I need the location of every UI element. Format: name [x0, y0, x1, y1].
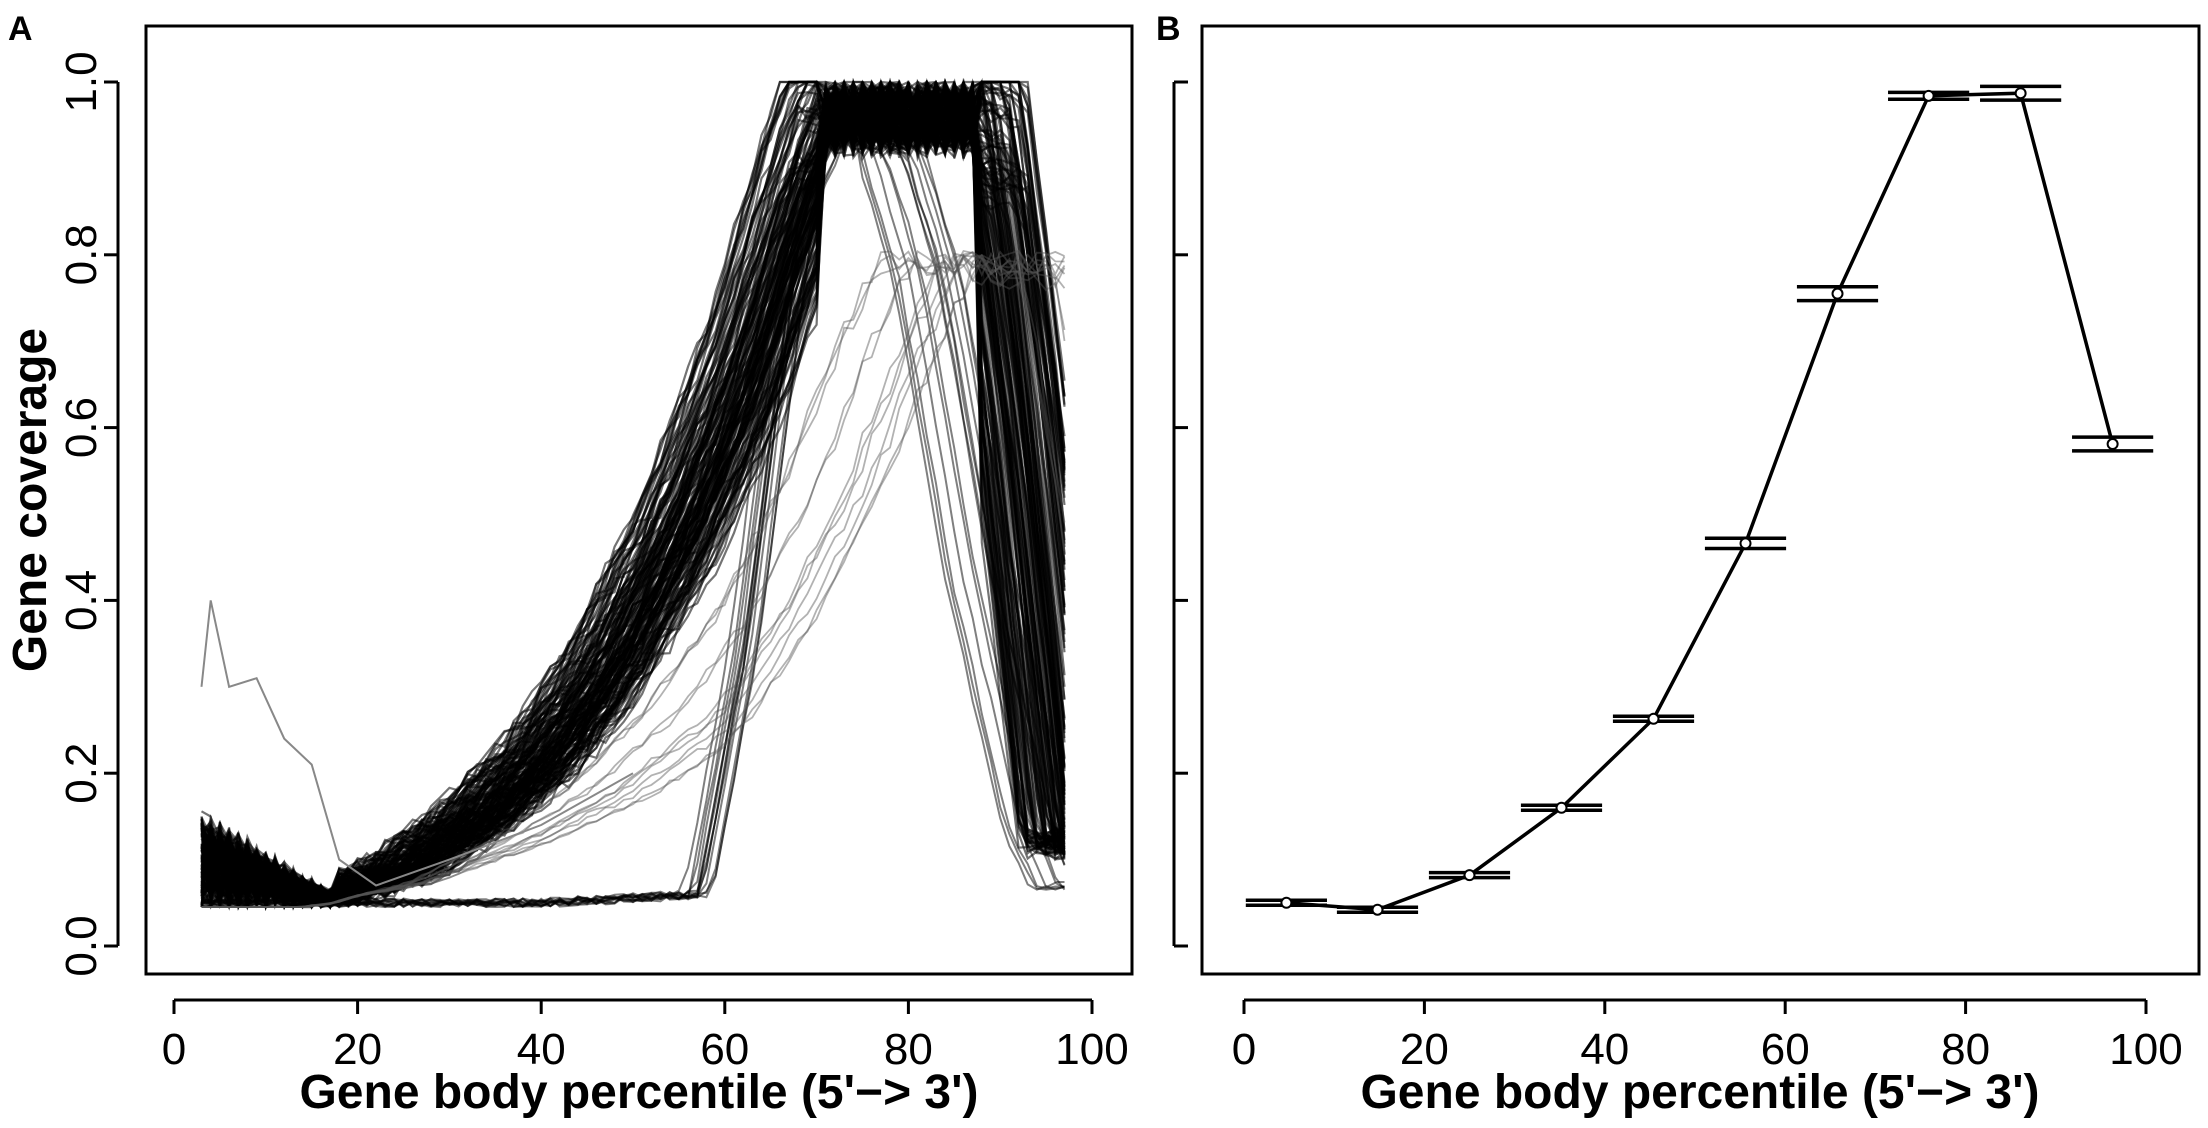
panel-b-x-axis-title: Gene body percentile (5'−> 3')	[1360, 1066, 2039, 1119]
panel-a-x-tick-label: 80	[884, 1025, 933, 1074]
panel-a-coverage-curve	[201, 122, 1066, 909]
panel-b-data-point	[1831, 287, 1844, 300]
panel-b-data-point	[2014, 87, 2027, 100]
panel-a-axes: 0 20 40 60 80 100 0.0 0.2 0.4 0.6 0.8 1.0	[57, 51, 1129, 1074]
panel-a-coverage-curve	[200, 100, 1065, 908]
panel-a-y-tick-label: 0.8	[57, 224, 106, 285]
panel-a-y-tick-label: 0.4	[57, 570, 106, 631]
panel-b: 0 20 40 60 80 100 Gene body percentile (5'−> …	[1172, 24, 2201, 1119]
panel-b-data-point	[1280, 896, 1293, 909]
panel-a-coverage-curve	[201, 83, 1066, 909]
panel-a-coverage-curve	[200, 82, 1066, 906]
panel-b-x-tick-label: 40	[1580, 1025, 1629, 1074]
panel-b-mean-coverage	[1245, 84, 2154, 916]
panel-b-plot-frame	[1200, 24, 2201, 976]
panel-b-data-point	[1647, 712, 1660, 725]
panel-a-x-tick-label: 20	[333, 1025, 382, 1074]
panel-a-coverage-curve	[201, 250, 1065, 908]
panel-a-coverage-curve	[201, 250, 1066, 908]
panel-a-coverage-curves	[200, 77, 1066, 912]
panel-b-x-tick-label: 80	[1941, 1025, 1990, 1074]
panel-a-y-axis-title: Gene coverage	[4, 328, 57, 672]
panel-a-coverage-curve	[201, 250, 1066, 908]
panel-a-coverage-curve	[200, 96, 1066, 910]
panel-a-coverage-curve	[200, 77, 1066, 899]
panel-a-coverage-curve	[201, 257, 1066, 908]
panel-label-b: B	[1156, 10, 1181, 48]
panel-b-mean-line	[1286, 91, 2115, 912]
panel-b-x-tick-label: 0	[1232, 1025, 1256, 1074]
panel-b-data-point	[1739, 537, 1752, 550]
panel-a-x-tick-label: 100	[1055, 1025, 1128, 1074]
panel-b-axes: 0 20 40 60 80 100	[1172, 80, 2183, 1074]
panel-b-x-tick-label: 20	[1400, 1025, 1449, 1074]
panel-b-data-point	[1555, 801, 1568, 814]
panel-a-x-tick-label: 60	[700, 1025, 749, 1074]
panel-a-y-tick-label: 0.2	[57, 743, 106, 804]
panel-label-a: A	[8, 10, 33, 48]
panel-b-data-point	[1371, 903, 1384, 916]
panel-b-x-tick-label: 100	[2109, 1025, 2182, 1074]
panel-a-y-tick-label: 1.0	[57, 51, 106, 112]
panel-a-x-tick-label: 0	[162, 1025, 186, 1074]
panel-a: 0 20 40 60 80 100 0.0 0.2 0.4 0.6 0.8 1.0 Gene body…	[4, 24, 1134, 1119]
panel-a-x-axis-title: Gene body percentile (5'−> 3')	[299, 1066, 978, 1119]
panel-b-data-point	[2106, 438, 2119, 451]
panel-a-x-tick-label: 40	[517, 1025, 566, 1074]
panel-a-coverage-curve	[201, 249, 1066, 908]
panel-a-outlier-curve	[200, 600, 634, 887]
panel-a-coverage-curve	[201, 249, 1066, 908]
panel-a-coverage-curve	[200, 81, 1065, 911]
panel-a-y-tick-label: 0.6	[57, 397, 106, 458]
panel-a-y-tick-label: 0.0	[57, 915, 106, 976]
panel-b-data-point	[1922, 89, 1935, 102]
panel-a-coverage-curve	[201, 251, 1066, 908]
panel-a-coverage-curve	[201, 254, 1066, 908]
panel-b-data-point	[1463, 869, 1476, 882]
panel-a-coverage-curve	[200, 88, 1066, 906]
panel-a-coverage-curve	[201, 254, 1066, 908]
panel-b-x-tick-label: 60	[1761, 1025, 1810, 1074]
panel-a-coverage-curve	[201, 249, 1065, 908]
panel-a-coverage-curve	[200, 80, 1066, 909]
panel-a-coverage-curve	[201, 253, 1066, 908]
panel-a-coverage-curve	[201, 250, 1066, 908]
panel-a-plot-frame	[144, 24, 1134, 976]
